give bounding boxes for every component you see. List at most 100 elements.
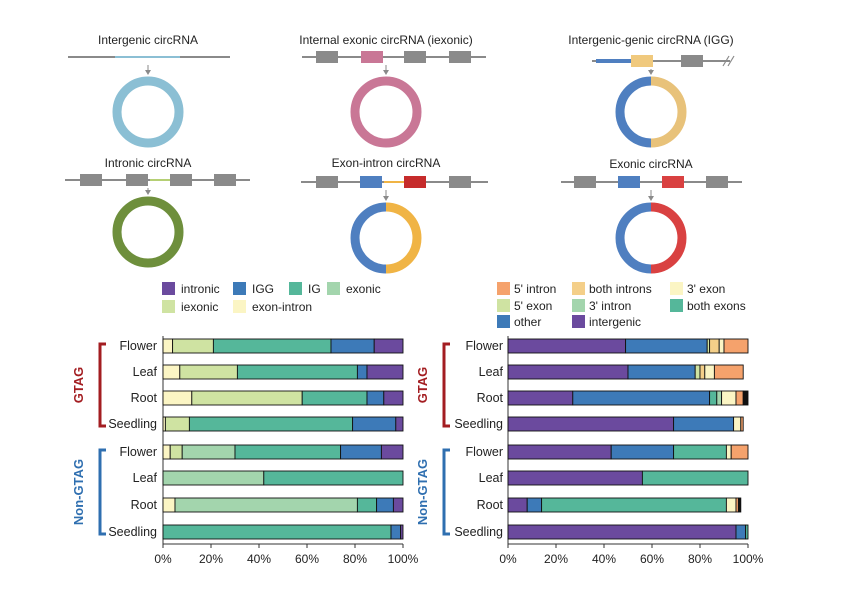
exon-box bbox=[449, 51, 471, 63]
bar-segment bbox=[641, 470, 749, 486]
bar-segment bbox=[376, 497, 394, 513]
legend-swatch bbox=[327, 282, 340, 295]
exon-box bbox=[361, 51, 383, 63]
x-tick-label: 20% bbox=[544, 552, 568, 566]
bar-segment bbox=[725, 444, 732, 460]
x-tick-label: 40% bbox=[247, 552, 271, 566]
category-label: Seedling bbox=[454, 525, 503, 539]
legend-label: exon-intron bbox=[252, 300, 312, 314]
legend-item-ig: IG bbox=[289, 282, 321, 296]
diagram-title: Intergenic-genic circRNA (IGG) bbox=[568, 33, 733, 47]
bar-segment bbox=[541, 497, 727, 513]
group-bracket bbox=[98, 448, 106, 536]
exon-box bbox=[316, 51, 338, 63]
bar-segment bbox=[390, 524, 402, 540]
group-label: GTAG bbox=[415, 367, 430, 404]
legend-label: both introns bbox=[589, 282, 652, 296]
legend-swatch bbox=[289, 282, 302, 295]
category-label: Seedling bbox=[454, 417, 503, 431]
legend-label: 3' exon bbox=[687, 282, 725, 296]
legend-label: iexonic bbox=[181, 300, 218, 314]
bar-segment bbox=[507, 390, 574, 406]
circrna-ring-left bbox=[615, 202, 652, 274]
circrna-diagrams: Intergenic circRNA Internal exonic circRN… bbox=[65, 33, 742, 274]
arrow-head bbox=[145, 70, 151, 75]
category-label: Seedling bbox=[108, 525, 157, 539]
legend-label: both exons bbox=[687, 299, 746, 313]
bar-segment bbox=[507, 470, 643, 486]
bar-segment bbox=[174, 497, 358, 513]
legend-item-bothexons: both exons bbox=[670, 299, 746, 313]
group-label: Non-GTAG bbox=[415, 459, 430, 525]
legend-swatch bbox=[572, 282, 585, 295]
legend-label: intronic bbox=[181, 282, 220, 296]
diagram-title: Exon-intron circRNA bbox=[332, 156, 441, 170]
bar-segment bbox=[366, 390, 385, 406]
legend-item-exon: 5' exon bbox=[497, 299, 552, 313]
stacked-bar-chart-1: 0% 20% 40% 60% 80% 100% Flower Leaf Root Seedling… bbox=[71, 336, 419, 566]
exon-box bbox=[404, 51, 426, 63]
bar-segment bbox=[507, 364, 629, 380]
arrow-head bbox=[383, 70, 389, 75]
highlight-segment bbox=[150, 179, 170, 181]
bar-segment bbox=[699, 364, 706, 380]
exon-box bbox=[681, 55, 703, 67]
bar-segment bbox=[526, 497, 543, 513]
legend-swatch bbox=[233, 300, 246, 313]
diagram-4: Intronic circRNA bbox=[65, 156, 250, 268]
bar-segment bbox=[330, 338, 375, 354]
exon-box bbox=[631, 55, 653, 67]
bar-segment bbox=[356, 497, 378, 513]
highlight-segment bbox=[384, 181, 404, 183]
x-tick-label: 100% bbox=[388, 552, 419, 566]
bar-segment bbox=[716, 390, 723, 406]
bar-segment bbox=[704, 364, 715, 380]
arrow-head bbox=[648, 196, 654, 201]
legend-label: IG bbox=[308, 282, 321, 296]
bar-segment bbox=[236, 364, 358, 380]
diagram-title: Intergenic circRNA bbox=[98, 33, 198, 47]
break-mark bbox=[727, 55, 735, 67]
exon-box bbox=[360, 176, 382, 188]
legend-item-exon: 3' exon bbox=[670, 282, 725, 296]
exon-box bbox=[80, 174, 102, 186]
bar-segment bbox=[383, 390, 404, 406]
category-label: Leaf bbox=[133, 471, 158, 485]
legend-swatch bbox=[670, 282, 683, 295]
bar-segment bbox=[366, 364, 404, 380]
x-tick-label: 60% bbox=[295, 552, 319, 566]
bar-segment bbox=[352, 416, 397, 432]
exon-box bbox=[706, 176, 728, 188]
legend-swatch bbox=[572, 299, 585, 312]
legend-item-intronic: intronic bbox=[162, 282, 220, 296]
group-bracket bbox=[98, 342, 106, 428]
circrna-ring-right bbox=[650, 76, 687, 148]
bar-segment bbox=[694, 364, 701, 380]
bar-segment bbox=[735, 524, 747, 540]
bar-segment bbox=[709, 338, 720, 354]
exon-box bbox=[662, 176, 684, 188]
bar-segment bbox=[162, 470, 265, 486]
bar-segment bbox=[162, 338, 174, 354]
category-label: Flower bbox=[465, 445, 503, 459]
bar-segment bbox=[188, 416, 354, 432]
diagram-2: Internal exonic circRNA (iexonic) bbox=[299, 33, 486, 148]
highlight-segment bbox=[115, 56, 180, 58]
legends: intronic IGG IG exonic iexonic exon-intron 5' … bbox=[162, 282, 746, 329]
category-label: Root bbox=[477, 391, 504, 405]
category-label: Leaf bbox=[479, 471, 504, 485]
group-bracket bbox=[442, 448, 450, 536]
category-label: Flower bbox=[465, 339, 503, 353]
legend-item-other: other bbox=[497, 315, 541, 329]
legend-swatch bbox=[497, 315, 510, 328]
legend-swatch bbox=[233, 282, 246, 295]
bar-segment bbox=[164, 416, 190, 432]
legend-swatch bbox=[572, 315, 585, 328]
bar-segment bbox=[507, 524, 737, 540]
legend-label: 5' intron bbox=[514, 282, 556, 296]
legend-item-exonic: exonic bbox=[327, 282, 381, 296]
category-label: Seedling bbox=[108, 417, 157, 431]
bar-segment bbox=[507, 497, 528, 513]
bar-segment bbox=[400, 524, 404, 540]
